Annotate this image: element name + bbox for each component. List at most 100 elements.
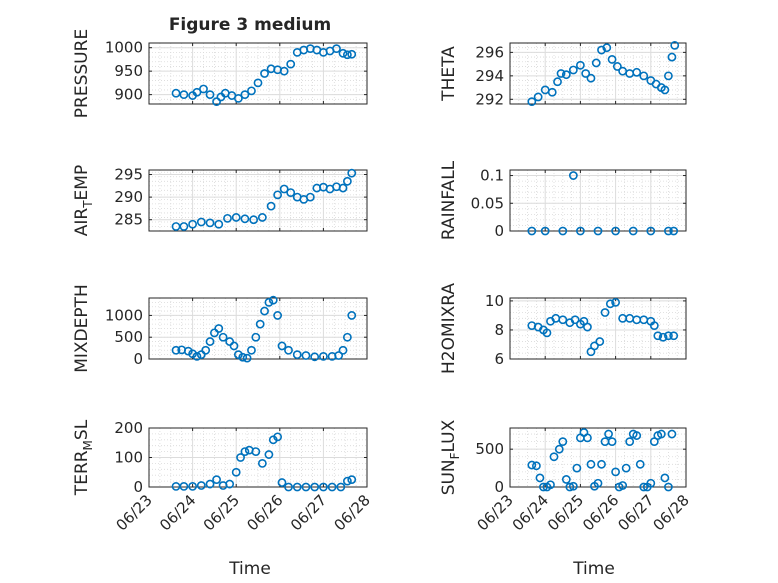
data-point [212,475,221,485]
y-axis-label: AIRTEMP [72,165,95,236]
data-point [561,475,571,484]
data-point [188,219,197,229]
data-point [199,84,208,94]
data-point [188,482,197,491]
data-point [260,306,269,316]
data-point [338,345,348,355]
y-tick-label: 900 [114,86,143,104]
data-point [240,447,250,456]
figure-title: Figure 3 medium [169,15,331,35]
data-point [533,92,543,102]
data-point [635,459,645,469]
y-tick-label: 285 [114,211,143,229]
data-point [231,213,241,222]
data-point [286,188,296,197]
y-axis-label: SUNFLUX [439,419,462,495]
data-point [277,478,287,487]
data-point [591,58,601,68]
data-point [266,201,276,211]
data-point [171,88,181,98]
y-tick-label: 6 [494,350,504,368]
y-axis-label: TERRMSL [72,419,95,496]
data-point [279,184,289,194]
data-point [581,69,591,78]
y-tick-label: 1000 [105,306,143,324]
data-point [605,299,615,309]
y-tick-label: 8 [494,321,504,339]
data-point [604,429,613,439]
data-point [583,433,592,443]
data-point [656,429,666,439]
data-point [607,437,617,447]
y-axis-label: MIXDEPTH [72,284,92,373]
data-point [611,226,620,236]
data-point [301,482,311,492]
y-tick-label: 296 [475,43,504,61]
data-point [179,90,189,100]
data-point [214,324,224,333]
data-point [347,49,357,59]
data-point [231,467,241,477]
data-point [212,97,221,107]
y-axis-label: RAINFALL [439,160,459,240]
data-point [625,437,635,447]
data-point [639,71,649,81]
data-point [547,87,557,97]
data-point [225,479,235,489]
y-tick-label: 1000 [105,39,143,57]
data-point [669,331,679,341]
data-point [597,459,606,469]
y-tick-label: 0 [494,478,504,496]
data-point [549,452,559,462]
data-point [255,319,265,329]
data-point [664,71,673,81]
y-tick-label: 295 [114,166,143,184]
data-point [611,297,620,307]
data-point [621,463,631,473]
data-point [310,482,320,492]
panel-4: 0 0.05 0.1 RAINFALL [439,160,687,240]
minor-grid [149,170,367,232]
panel-1: 900 950 1000 PRESSURE [72,29,368,118]
axes-box [148,42,368,105]
data-point [334,351,344,360]
data-point [338,48,348,58]
data-point [342,332,352,342]
data-point [535,473,545,483]
data-point [669,226,679,236]
data-point [251,447,261,456]
data-point [342,50,352,60]
data-point [660,473,670,483]
axes-box [509,42,687,105]
data-point [209,328,219,338]
data-point [602,43,612,53]
data-point [618,481,628,490]
data-point [292,482,302,492]
data-point [600,308,610,317]
y-tick-label: 100 [114,449,143,467]
data-point [542,328,552,338]
data-point [546,480,555,490]
data-point [214,219,224,229]
data-point [318,482,328,492]
data-point [347,168,357,178]
y-axis-label: PRESSURE [72,29,92,118]
data-point [595,337,605,346]
data-point [660,85,670,95]
data-point [260,69,269,78]
data-point [338,183,348,193]
y-tick-label: 10 [485,292,504,310]
y-tick-label: 0.1 [480,167,504,185]
data-point [553,77,562,87]
data-point [556,69,566,78]
data-point [264,450,274,459]
data-point [667,52,677,62]
y-tick-label: 0 [494,222,504,240]
data-point [561,70,571,80]
axes-box [148,169,368,232]
data-point [558,315,568,325]
data-point [586,459,596,469]
data-point [218,332,228,342]
data-point [277,341,287,351]
